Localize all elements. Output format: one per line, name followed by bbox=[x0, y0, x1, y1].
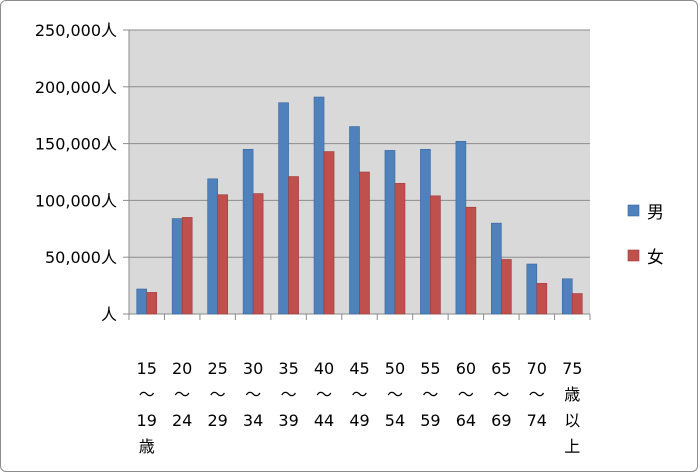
bar-female bbox=[181, 217, 193, 315]
x-tick-label: 25 bbox=[207, 359, 227, 378]
bar-female bbox=[252, 193, 264, 315]
x-tick-label: 35 bbox=[278, 359, 298, 378]
x-tick-label: 65 bbox=[491, 359, 511, 378]
y-tick-label: 250,000人 bbox=[35, 21, 117, 40]
legend-label: 男 bbox=[647, 203, 664, 223]
x-tick-label: 64 bbox=[456, 411, 476, 430]
x-tick-label: 歳 bbox=[139, 437, 155, 456]
legend-label: 女 bbox=[647, 248, 664, 268]
x-tick-label: 60 bbox=[456, 359, 476, 378]
x-tick-label: 49 bbox=[349, 411, 369, 430]
x-tick-label: 55 bbox=[420, 359, 440, 378]
x-tick-label: 以 bbox=[564, 411, 580, 430]
x-tick-label: 69 bbox=[491, 411, 511, 430]
bar-male bbox=[136, 288, 148, 315]
bar-female bbox=[536, 283, 548, 315]
x-tick-label: ～ bbox=[316, 385, 332, 404]
x-tick-label: ～ bbox=[351, 385, 367, 404]
x-tick-label: 45 bbox=[349, 359, 369, 378]
legend-swatch bbox=[627, 249, 640, 262]
bar-female bbox=[501, 259, 512, 315]
x-tick-label: ～ bbox=[493, 385, 509, 404]
bar-male bbox=[420, 148, 431, 315]
bar-male bbox=[455, 141, 467, 315]
x-tick-label: 20 bbox=[172, 359, 192, 378]
y-tick-label: 200,000人 bbox=[35, 78, 117, 97]
x-tick-label: 50 bbox=[385, 359, 405, 378]
bar-male bbox=[171, 218, 183, 315]
y-tick-label: 150,000人 bbox=[35, 135, 117, 154]
x-tick-label: 70 bbox=[527, 359, 547, 378]
x-tick-label: 29 bbox=[207, 411, 227, 430]
legend-swatch bbox=[627, 204, 640, 217]
bar-male bbox=[313, 96, 325, 315]
bar-male bbox=[207, 178, 218, 315]
x-tick-label: 75 bbox=[562, 359, 582, 378]
x-tick-label: ～ bbox=[245, 385, 261, 404]
bar-male bbox=[561, 278, 573, 315]
x-tick-label: 歳 bbox=[564, 385, 580, 404]
bar-male bbox=[491, 222, 502, 315]
x-tick-label: 59 bbox=[420, 411, 440, 430]
bar-female bbox=[323, 151, 335, 315]
bar-female bbox=[359, 171, 370, 315]
bar-female bbox=[288, 176, 299, 315]
bar-female bbox=[430, 195, 441, 315]
bar-male bbox=[278, 102, 289, 315]
x-tick-label: 30 bbox=[243, 359, 263, 378]
x-tick-label: ～ bbox=[281, 385, 297, 404]
x-tick-label: 74 bbox=[527, 411, 547, 430]
y-tick-label: 50,000人 bbox=[45, 248, 117, 267]
bar-male bbox=[526, 263, 538, 315]
x-tick-label: 40 bbox=[314, 359, 334, 378]
bar-female bbox=[217, 194, 228, 315]
x-tick-label: 15 bbox=[137, 359, 157, 378]
bar-female bbox=[146, 292, 158, 315]
x-tick-label: ～ bbox=[210, 385, 226, 404]
bar-female bbox=[394, 183, 406, 315]
bar-male bbox=[242, 148, 254, 315]
y-tick-label: 人 bbox=[101, 305, 117, 324]
bar-female bbox=[465, 206, 477, 315]
bar-female bbox=[571, 293, 583, 315]
bar-male bbox=[384, 150, 396, 315]
x-tick-label: ～ bbox=[458, 385, 474, 404]
x-tick-label: ～ bbox=[529, 385, 545, 404]
x-tick-label: ～ bbox=[387, 385, 403, 404]
x-tick-label: 54 bbox=[385, 411, 405, 430]
y-tick-label: 100,000人 bbox=[35, 191, 117, 210]
x-tick-label: ～ bbox=[422, 385, 438, 404]
x-tick-label: 34 bbox=[243, 411, 263, 430]
x-tick-label: ～ bbox=[139, 385, 155, 404]
x-tick-label: 19 bbox=[137, 411, 157, 430]
x-tick-label: ～ bbox=[174, 385, 190, 404]
bar-male bbox=[349, 126, 360, 315]
x-tick-label: 39 bbox=[278, 411, 298, 430]
x-tick-label: 44 bbox=[314, 411, 334, 430]
x-tick-label: 24 bbox=[172, 411, 192, 430]
x-tick-label: 上 bbox=[564, 437, 580, 456]
